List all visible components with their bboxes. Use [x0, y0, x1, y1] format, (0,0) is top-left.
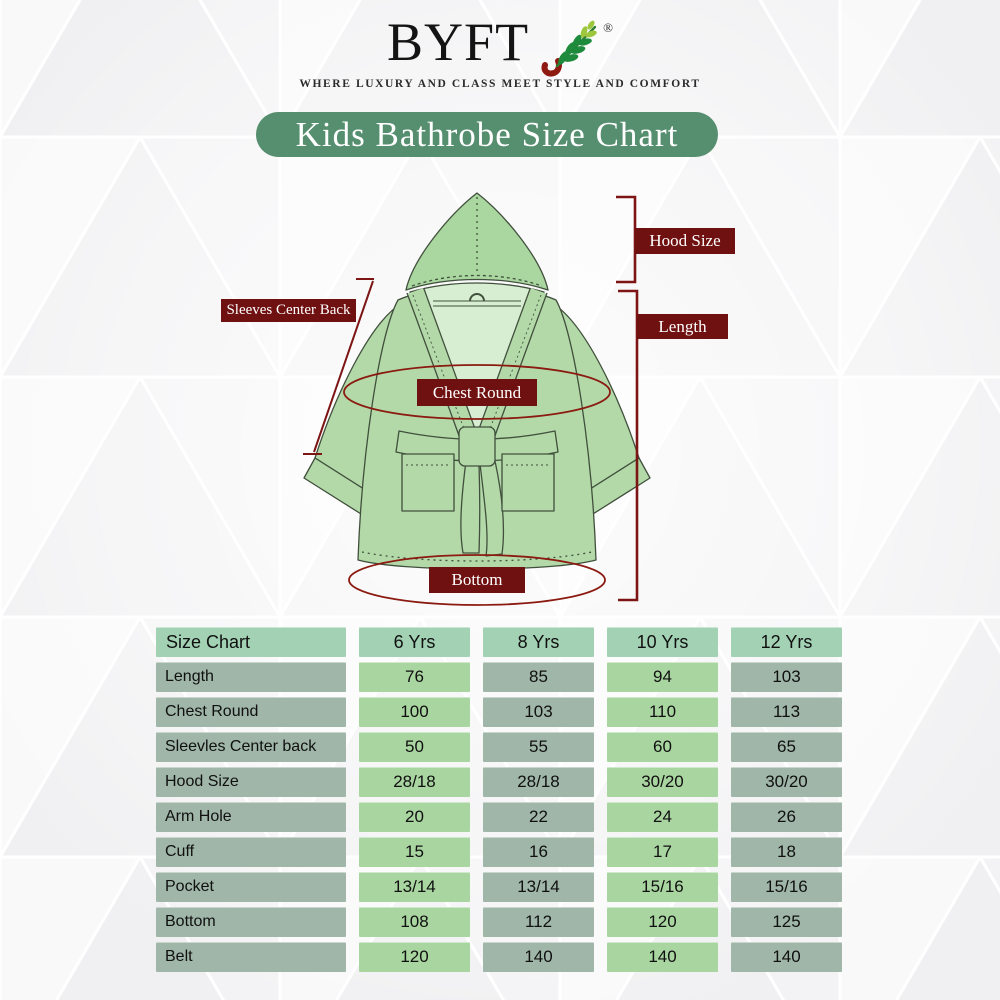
table-cell: 125	[731, 907, 842, 937]
table-row-label: Belt	[156, 942, 346, 972]
table-cell: 17	[607, 837, 718, 867]
table-cell: 140	[483, 942, 594, 972]
table-header-cell: 10 Yrs	[607, 627, 718, 657]
registered-mark: ®	[603, 20, 613, 35]
table-header-cell: Size Chart	[156, 627, 346, 657]
table-cell: 76	[359, 662, 470, 692]
length-label: Length	[637, 314, 728, 339]
table-cell: 30/20	[731, 767, 842, 797]
brand-tagline: WHERE LUXURY AND CLASS MEET STYLE AND CO…	[299, 78, 701, 90]
table-cell: 85	[483, 662, 594, 692]
table-cell: 15/16	[731, 872, 842, 902]
table-row-label: Cuff	[156, 837, 346, 867]
sleeves-center-back-label: Sleeves Center Back	[221, 299, 356, 322]
table-cell: 15/16	[607, 872, 718, 902]
table-cell: 120	[359, 942, 470, 972]
page-title: Kids Bathrobe Size Chart	[256, 112, 718, 157]
table-cell: 22	[483, 802, 594, 832]
table-cell: 108	[359, 907, 470, 937]
table-cell: 13/14	[359, 872, 470, 902]
chest-round-label: Chest Round	[417, 379, 537, 406]
table-cell: 13/14	[483, 872, 594, 902]
table-cell: 140	[607, 942, 718, 972]
table-row-label: Bottom	[156, 907, 346, 937]
table-cell: 110	[607, 697, 718, 727]
table-row-label: Length	[156, 662, 346, 692]
table-cell: 112	[483, 907, 594, 937]
table-header-cell: 8 Yrs	[483, 627, 594, 657]
table-header-cell: 12 Yrs	[731, 627, 842, 657]
table-cell: 103	[731, 662, 842, 692]
table-row-label: Hood Size	[156, 767, 346, 797]
table-row-label: Sleevles Center back	[156, 732, 346, 762]
table-cell: 100	[359, 697, 470, 727]
table-cell: 94	[607, 662, 718, 692]
table-cell: 113	[731, 697, 842, 727]
brand-name: BYFT	[387, 12, 530, 72]
table-cell: 20	[359, 802, 470, 832]
table-header-cell: 6 Yrs	[359, 627, 470, 657]
table-cell: 140	[731, 942, 842, 972]
table-cell: 24	[607, 802, 718, 832]
size-chart-table: Size Chart 6 Yrs 8 Yrs 10 Yrs 12 Yrs Len…	[156, 627, 842, 972]
byft-leaf-icon	[541, 20, 597, 77]
table-cell: 55	[483, 732, 594, 762]
hood-size-label: Hood Size	[635, 228, 735, 254]
brand-logo: BYFT ®	[0, 14, 1000, 78]
table-cell: 16	[483, 837, 594, 867]
bottom-label: Bottom	[429, 567, 525, 593]
table-row-label: Pocket	[156, 872, 346, 902]
table-cell: 15	[359, 837, 470, 867]
table-cell: 30/20	[607, 767, 718, 797]
table-cell: 50	[359, 732, 470, 762]
table-cell: 120	[607, 907, 718, 937]
table-cell: 28/18	[359, 767, 470, 797]
table-cell: 18	[731, 837, 842, 867]
table-cell: 103	[483, 697, 594, 727]
table-cell: 28/18	[483, 767, 594, 797]
table-cell: 65	[731, 732, 842, 762]
table-cell: 26	[731, 802, 842, 832]
table-row-label: Arm Hole	[156, 802, 346, 832]
table-cell: 60	[607, 732, 718, 762]
table-row-label: Chest Round	[156, 697, 346, 727]
